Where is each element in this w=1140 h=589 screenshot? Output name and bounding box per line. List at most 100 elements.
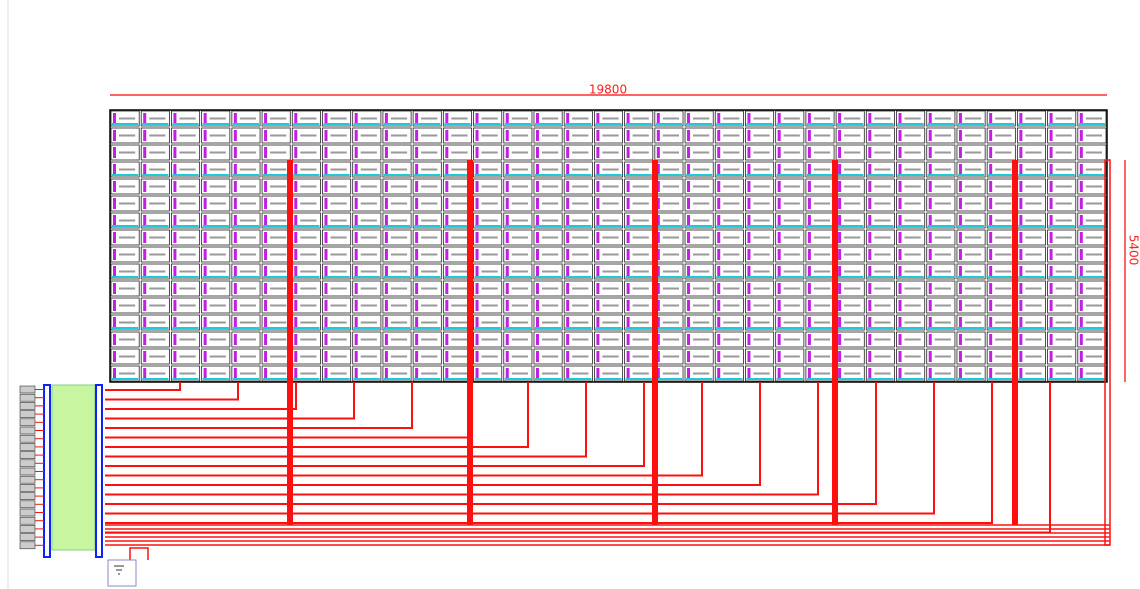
panel-terminal — [868, 181, 872, 192]
string-wire — [105, 382, 181, 391]
panel-terminal — [415, 215, 419, 226]
panel-terminal — [505, 368, 509, 379]
panel-terminal — [354, 113, 358, 124]
panel-terminal — [143, 232, 147, 243]
panel-terminal — [626, 232, 630, 243]
panel-terminal — [989, 249, 993, 260]
panel-terminal — [475, 181, 479, 192]
terminal — [19, 525, 36, 533]
panel-terminal — [898, 334, 902, 345]
panel-terminal — [807, 368, 811, 379]
panel-terminal — [717, 283, 721, 294]
terminal — [19, 434, 36, 443]
panel-terminal — [113, 232, 116, 243]
panel-terminal — [777, 368, 781, 379]
panel-terminal — [1019, 300, 1023, 311]
panel-terminal — [203, 198, 207, 209]
panel-terminal — [898, 198, 902, 209]
panel-terminal — [958, 351, 962, 362]
panel-terminal — [505, 198, 509, 209]
panel-terminal — [505, 130, 509, 141]
panel-terminal — [113, 368, 116, 379]
panel-terminal — [535, 368, 539, 379]
panel-terminal — [958, 249, 962, 260]
panel-terminal — [838, 351, 842, 362]
panel-terminal — [656, 334, 660, 345]
panel-terminal — [717, 249, 721, 260]
panel-terminal — [868, 198, 872, 209]
panel-terminal — [264, 351, 268, 362]
panel-terminal — [294, 300, 298, 311]
string-wire — [105, 382, 413, 429]
panel-terminal — [838, 266, 842, 277]
panel-terminal — [535, 147, 539, 158]
panel-terminal — [626, 283, 630, 294]
panel-terminal — [868, 215, 872, 226]
panel-terminal — [1079, 198, 1083, 209]
panel-terminal — [807, 113, 811, 124]
panel-terminal — [324, 198, 328, 209]
panel-terminal — [777, 113, 781, 124]
panel-terminal — [415, 130, 419, 141]
panel-terminal — [566, 368, 570, 379]
panel-terminal — [807, 130, 811, 141]
panel-terminal — [384, 232, 388, 243]
panel-terminal — [264, 300, 268, 311]
panel-terminal — [898, 215, 902, 226]
panel-terminal — [324, 249, 328, 260]
panel-terminal — [566, 300, 570, 311]
panel-terminal — [173, 351, 177, 362]
panel-terminal — [415, 283, 419, 294]
panel-terminal — [1019, 113, 1023, 124]
panel-terminal — [415, 232, 419, 243]
panel-terminal — [233, 198, 237, 209]
panel-terminal — [354, 300, 358, 311]
panel-terminal — [505, 232, 509, 243]
panel-terminal — [596, 130, 600, 141]
panel-terminal — [838, 181, 842, 192]
panel-terminal — [384, 283, 388, 294]
panel-terminal — [415, 249, 419, 260]
panel-terminal — [143, 249, 147, 260]
panel-terminal — [143, 300, 147, 311]
panel-terminal — [535, 113, 539, 124]
string-wire — [105, 382, 529, 448]
panel-terminal — [1079, 283, 1083, 294]
panel-terminal — [113, 351, 116, 362]
panel-terminal — [233, 300, 237, 311]
panel-terminal — [294, 130, 298, 141]
panel-terminal — [415, 164, 419, 175]
string-wire — [105, 382, 297, 410]
panel-terminal — [958, 368, 962, 379]
panel-terminal — [868, 334, 872, 345]
panel-terminal — [203, 351, 207, 362]
panel-terminal — [989, 164, 993, 175]
panel-terminal — [415, 368, 419, 379]
panel-terminal — [264, 283, 268, 294]
panel-terminal — [233, 283, 237, 294]
panel-terminal — [143, 351, 147, 362]
panel-terminal — [898, 113, 902, 124]
panel-terminal — [566, 181, 570, 192]
panel-terminal — [596, 113, 600, 124]
panel-terminal — [687, 147, 691, 158]
terminal — [19, 508, 36, 517]
panel-terminal — [838, 215, 842, 226]
panel-terminal — [294, 198, 298, 209]
panel-terminal — [1079, 130, 1083, 141]
panel-terminal — [1049, 130, 1053, 141]
panel-terminal — [173, 147, 177, 158]
panel-terminal — [1019, 351, 1023, 362]
panel-terminal — [989, 351, 993, 362]
panel-terminal — [233, 249, 237, 260]
panel-terminal — [505, 300, 509, 311]
panel-terminal — [838, 368, 842, 379]
panel-terminal — [475, 198, 479, 209]
panel-terminal — [354, 368, 358, 379]
panel-terminal — [777, 317, 781, 328]
panel-terminal — [717, 266, 721, 277]
panel-terminal — [656, 130, 660, 141]
panel-terminal — [566, 334, 570, 345]
panel-terminal — [596, 317, 600, 328]
panel-terminal — [747, 130, 751, 141]
